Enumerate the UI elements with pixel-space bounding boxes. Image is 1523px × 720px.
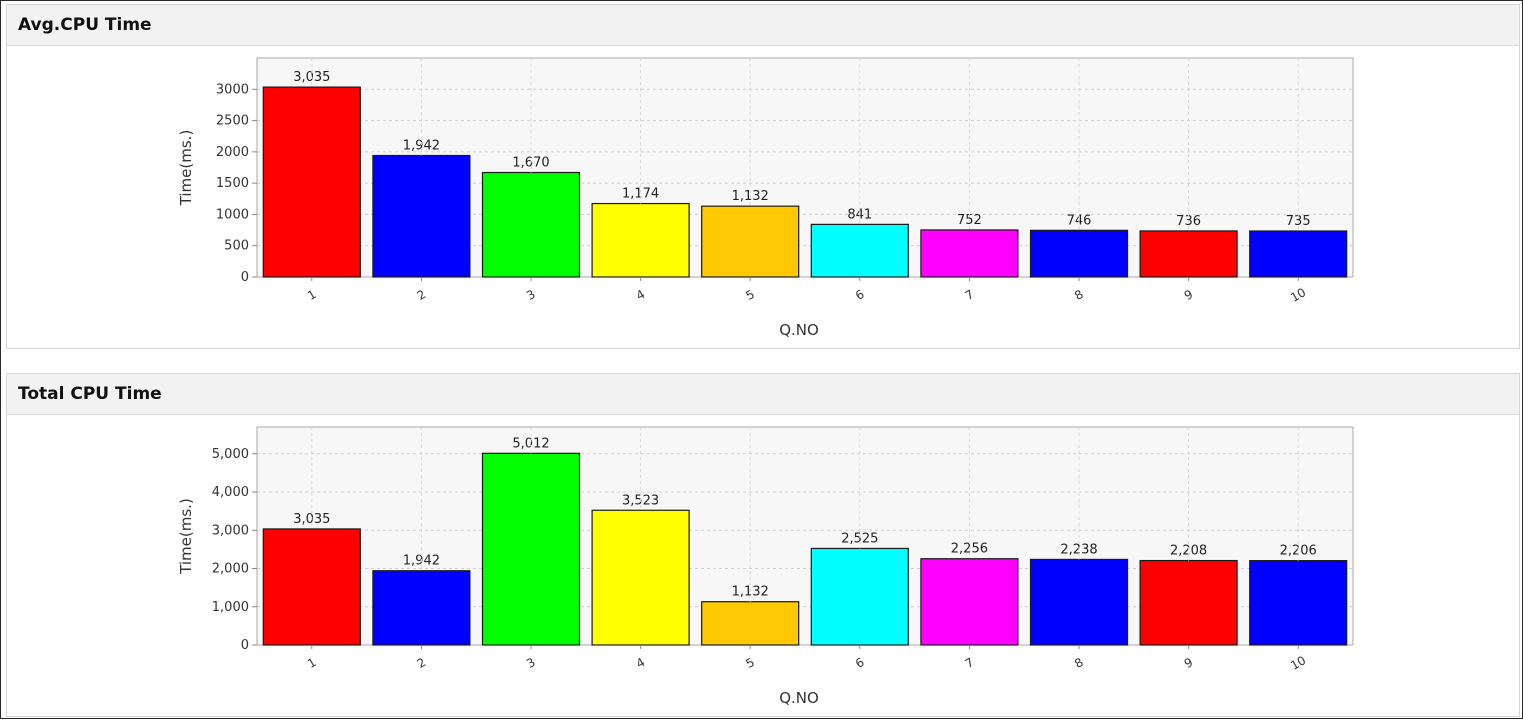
- y-tick-label: 2000: [216, 145, 249, 160]
- bar-8: [1029, 229, 1129, 278]
- x-tick-label: 5: [743, 287, 757, 303]
- y-tick-label: 2500: [216, 114, 249, 129]
- y-tick-label: 1500: [216, 176, 249, 191]
- x-axis-label: Q.NO: [779, 321, 819, 339]
- bar-10: [1249, 230, 1348, 278]
- x-tick-label: 6: [853, 655, 867, 671]
- x-tick-label: 7: [963, 287, 977, 303]
- y-tick-label: 1000: [216, 207, 249, 222]
- avg-cpu-panel-header: Avg.CPU Time: [7, 5, 1519, 46]
- x-tick-label: 10: [1288, 285, 1308, 305]
- data-label: 2,208: [1170, 544, 1207, 559]
- x-tick-label: 2: [415, 287, 429, 303]
- y-tick-label: 500: [224, 239, 249, 254]
- x-tick-label: 4: [634, 655, 648, 671]
- y-axis-label: Time(ms.): [177, 498, 195, 575]
- x-tick-label: 8: [1072, 655, 1086, 671]
- data-label: 5,012: [512, 436, 549, 451]
- avg-cpu-panel: Avg.CPU Time 0 500 1000 1500 2000 2500 3000 3,0…: [6, 4, 1520, 349]
- y-tick-label: 2,000: [212, 562, 249, 577]
- y-tick-label: 4,000: [212, 485, 249, 500]
- x-tick-label: 8: [1072, 287, 1086, 303]
- total-cpu-chart: 01,0002,0003,0004,0005,0003,03511,94225,…: [177, 426, 1354, 707]
- y-tick-label: 5,000: [212, 447, 249, 462]
- data-label: 1,174: [622, 187, 659, 202]
- x-tick-label: 6: [853, 287, 867, 303]
- bar-6: [810, 547, 909, 646]
- bar-2: [372, 154, 471, 278]
- y-tick-label: 0: [241, 638, 249, 653]
- bar-7: [920, 229, 1019, 278]
- x-tick-label: 5: [743, 655, 757, 671]
- bar-6: [810, 223, 909, 278]
- x-tick-label: 10: [1288, 653, 1308, 673]
- x-tick-label: 4: [634, 287, 648, 303]
- bar-5: [701, 205, 800, 278]
- x-tick-label: 2: [415, 655, 429, 671]
- x-tick-label: 3: [524, 655, 538, 671]
- bar-1: [262, 528, 361, 646]
- y-tick-label: 3,000: [212, 523, 249, 538]
- bar-1: [262, 86, 361, 278]
- total-cpu-panel-header: Total CPU Time: [7, 374, 1519, 415]
- panel-title: Total CPU Time: [18, 384, 162, 404]
- bar-3: [481, 171, 581, 278]
- x-tick-label: 1: [305, 655, 319, 671]
- bar-9: [1139, 230, 1238, 278]
- y-tick-label: 1,000: [212, 600, 249, 615]
- bar-9: [1139, 559, 1238, 646]
- data-label: 2,525: [841, 531, 878, 546]
- panel-title: Avg.CPU Time: [18, 15, 152, 35]
- y-tick-label: 0: [241, 270, 249, 285]
- x-tick-label: 9: [1182, 287, 1196, 303]
- bar-4: [591, 202, 690, 278]
- bar-10: [1249, 560, 1348, 646]
- bar-5: [701, 601, 800, 646]
- x-tick-label: 3: [524, 287, 538, 303]
- data-label: 1,942: [403, 138, 440, 153]
- bar-8: [1029, 558, 1129, 646]
- total-cpu-panel: Total CPU Time 0 1,000 2,000 3,000 4,000 5,00…: [6, 373, 1520, 717]
- data-label: 1,670: [512, 156, 549, 171]
- bar-2: [372, 570, 471, 646]
- data-label: 2,206: [1280, 544, 1317, 559]
- y-axis-label: Time(ms.): [177, 130, 195, 207]
- x-tick-label: 1: [305, 287, 319, 303]
- bar-3: [481, 452, 581, 646]
- x-tick-label: 7: [963, 655, 977, 671]
- data-label: 1,132: [732, 585, 769, 600]
- x-axis-label: Q.NO: [779, 689, 819, 707]
- x-tick-label: 9: [1182, 655, 1196, 671]
- y-tick-label: 3000: [216, 82, 249, 97]
- bar-4: [591, 509, 690, 646]
- avg-cpu-chart: 0500100015002000250030003,03511,94221,67…: [177, 57, 1354, 339]
- bar-7: [920, 558, 1019, 646]
